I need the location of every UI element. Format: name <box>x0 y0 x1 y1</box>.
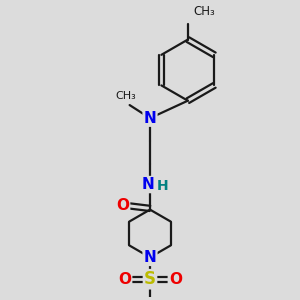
Text: N: N <box>144 111 156 126</box>
Text: H: H <box>156 179 168 193</box>
Text: S: S <box>144 270 156 288</box>
Text: N: N <box>141 177 154 192</box>
Text: CH₃: CH₃ <box>193 5 215 18</box>
Text: O: O <box>169 272 182 287</box>
Text: N: N <box>144 250 156 265</box>
Text: O: O <box>118 272 131 287</box>
Text: CH₃: CH₃ <box>115 91 136 101</box>
Text: O: O <box>116 198 129 213</box>
